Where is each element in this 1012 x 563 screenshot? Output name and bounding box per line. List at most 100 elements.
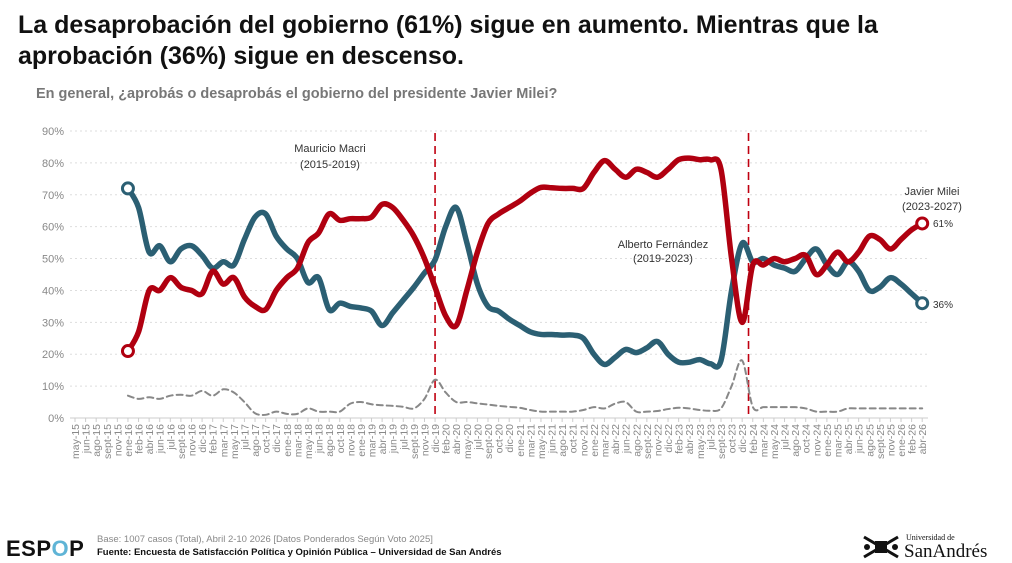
annotation-milei-years: (2023-2027) [902,201,962,213]
x-tick-label: sept-25 [875,424,887,459]
x-tick-label: mar-19 [367,424,379,457]
x-tick-label: jun-16 [155,424,167,454]
x-tick-label: oct-18 [335,424,347,453]
x-tick-label: mar-21 [525,424,537,457]
universidad-san-andres-logo: Universidad de SanAndrés [862,533,1007,562]
y-tick-label: 10% [42,381,64,393]
x-tick-label: abr-23 [684,424,696,455]
x-tick-label: sept-15 [102,424,114,459]
x-tick-label: nov-21 [578,424,590,456]
chart-subtitle: En general, ¿aprobás o desaprobás el gob… [36,86,558,102]
x-tick-label: mar-18 [292,424,304,457]
x-tick-label: may-21 [536,424,548,459]
y-tick-label: 0% [48,413,64,425]
x-tick-label: jun-22 [621,424,633,454]
university-label-small: Universidad de [906,533,955,542]
annotation-macri-years: (2015-2019) [300,159,360,171]
annotation-fernandez-name: Alberto Fernández [618,239,709,251]
x-tick-label: abr-16 [144,424,156,455]
x-tick-label: nov-19 [419,424,431,456]
x-tick-label: ene-25 [822,424,834,457]
x-tick-label: jun-25 [854,424,866,454]
end-label-aprobacion: 36% [933,300,953,311]
x-tick-label: jul-16 [165,424,177,451]
crest-icon [863,535,899,559]
x-tick-label: dic-17 [271,424,283,453]
x-tick-label: mar-17 [218,424,230,457]
x-tick-label: oct-24 [801,424,813,453]
x-tick-label: dic-19 [430,424,442,453]
annotations: Mauricio Macri (2015-2019) Alberto Ferná… [294,143,962,311]
x-tick-label: may-18 [303,424,315,459]
y-tick-label: 60% [42,222,64,234]
annotation-fernandez-years: (2019-2023) [633,253,693,265]
x-tick-label: sept-20 [483,424,495,459]
x-tick-label: jul-20 [472,424,484,451]
x-tick-label: oct-17 [261,424,273,453]
y-axis-ticks: 0% 10% 20% 30% 40% 50% 60% 70% 80% 90% [42,126,64,425]
x-tick-label: abr-22 [610,424,622,455]
y-tick-label: 90% [42,126,64,138]
x-tick-label: ene-16 [123,424,135,457]
series-lines [120,155,930,416]
footer-source: Fuente: Encuesta de Satisfacción Polític… [97,547,502,558]
espop-logo: ESPOP [6,536,85,561]
x-tick-label: nov-24 [811,424,823,456]
footer-base: Base: 1007 casos (Total), Abril 2-10 202… [97,534,433,545]
end-label-desaprobacion: 61% [933,219,953,230]
x-tick-label: sept-16 [176,424,188,459]
x-tick-label: dic-20 [504,424,516,453]
x-tick-label: dic-23 [737,424,749,453]
x-tick-label: jun-18 [314,424,326,454]
x-tick-label: ago-24 [790,424,802,457]
x-tick-label: feb-23 [674,424,686,454]
y-tick-label: 70% [42,190,64,202]
x-axis: may-15jun-15ago-15sept-15nov-15ene-16feb… [70,417,929,459]
period-dividers [434,133,750,418]
x-tick-label: jun-15 [81,424,93,454]
x-tick-label: feb-16 [134,424,146,454]
x-tick-label: ene-19 [356,424,368,457]
x-tick-label: abr-26 [917,424,929,455]
x-tick-label: feb-20 [441,424,453,454]
x-tick-label: dic-16 [197,424,209,453]
x-tick-label: abr-19 [377,424,389,455]
series-marker-desaprobacion-end [915,216,930,231]
x-tick-label: ago-21 [557,424,569,457]
x-tick-label: may-23 [695,424,707,459]
x-tick-label: mar-25 [832,424,844,457]
x-tick-label: nov-25 [885,424,897,456]
x-tick-label: may-20 [462,424,474,459]
x-tick-label: may-15 [70,424,82,459]
annotation-milei-name: Javier Milei [904,186,959,198]
x-tick-label: ene-21 [515,424,527,457]
series-marker-aprobacion-end [915,296,930,311]
x-tick-label: oct-20 [494,424,506,453]
x-tick-label: oct-23 [727,424,739,453]
x-tick-label: oct-21 [568,424,580,453]
x-tick-label: sept-22 [642,424,654,459]
x-tick-label: mar-24 [758,424,770,457]
x-tick-label: jul-23 [705,424,717,451]
x-tick-label: feb-17 [208,424,220,454]
x-tick-label: nov-15 [112,424,124,456]
x-tick-label: ago-17 [250,424,262,457]
series-line-desaprobacion [125,155,925,354]
series-line-aprobacion [125,185,925,370]
x-tick-label: nov-22 [652,424,664,456]
x-tick-label: abr-20 [451,424,463,455]
x-tick-label: sept-19 [409,424,421,459]
x-tick-label: jul-19 [398,424,410,451]
x-tick-label: ene-22 [589,424,601,457]
y-tick-label: 80% [42,158,64,170]
x-tick-label: ago-18 [324,424,336,457]
series-marker-aprobacion-start [120,181,135,196]
x-tick-label: dic-22 [663,424,675,453]
x-tick-label: feb-24 [748,424,760,454]
x-tick-label: feb-26 [907,424,919,454]
x-tick-label: jun-19 [388,424,400,454]
x-tick-label: jun-21 [547,424,559,454]
x-tick-label: may-17 [229,424,241,459]
university-label-big: SanAndrés [904,541,988,562]
